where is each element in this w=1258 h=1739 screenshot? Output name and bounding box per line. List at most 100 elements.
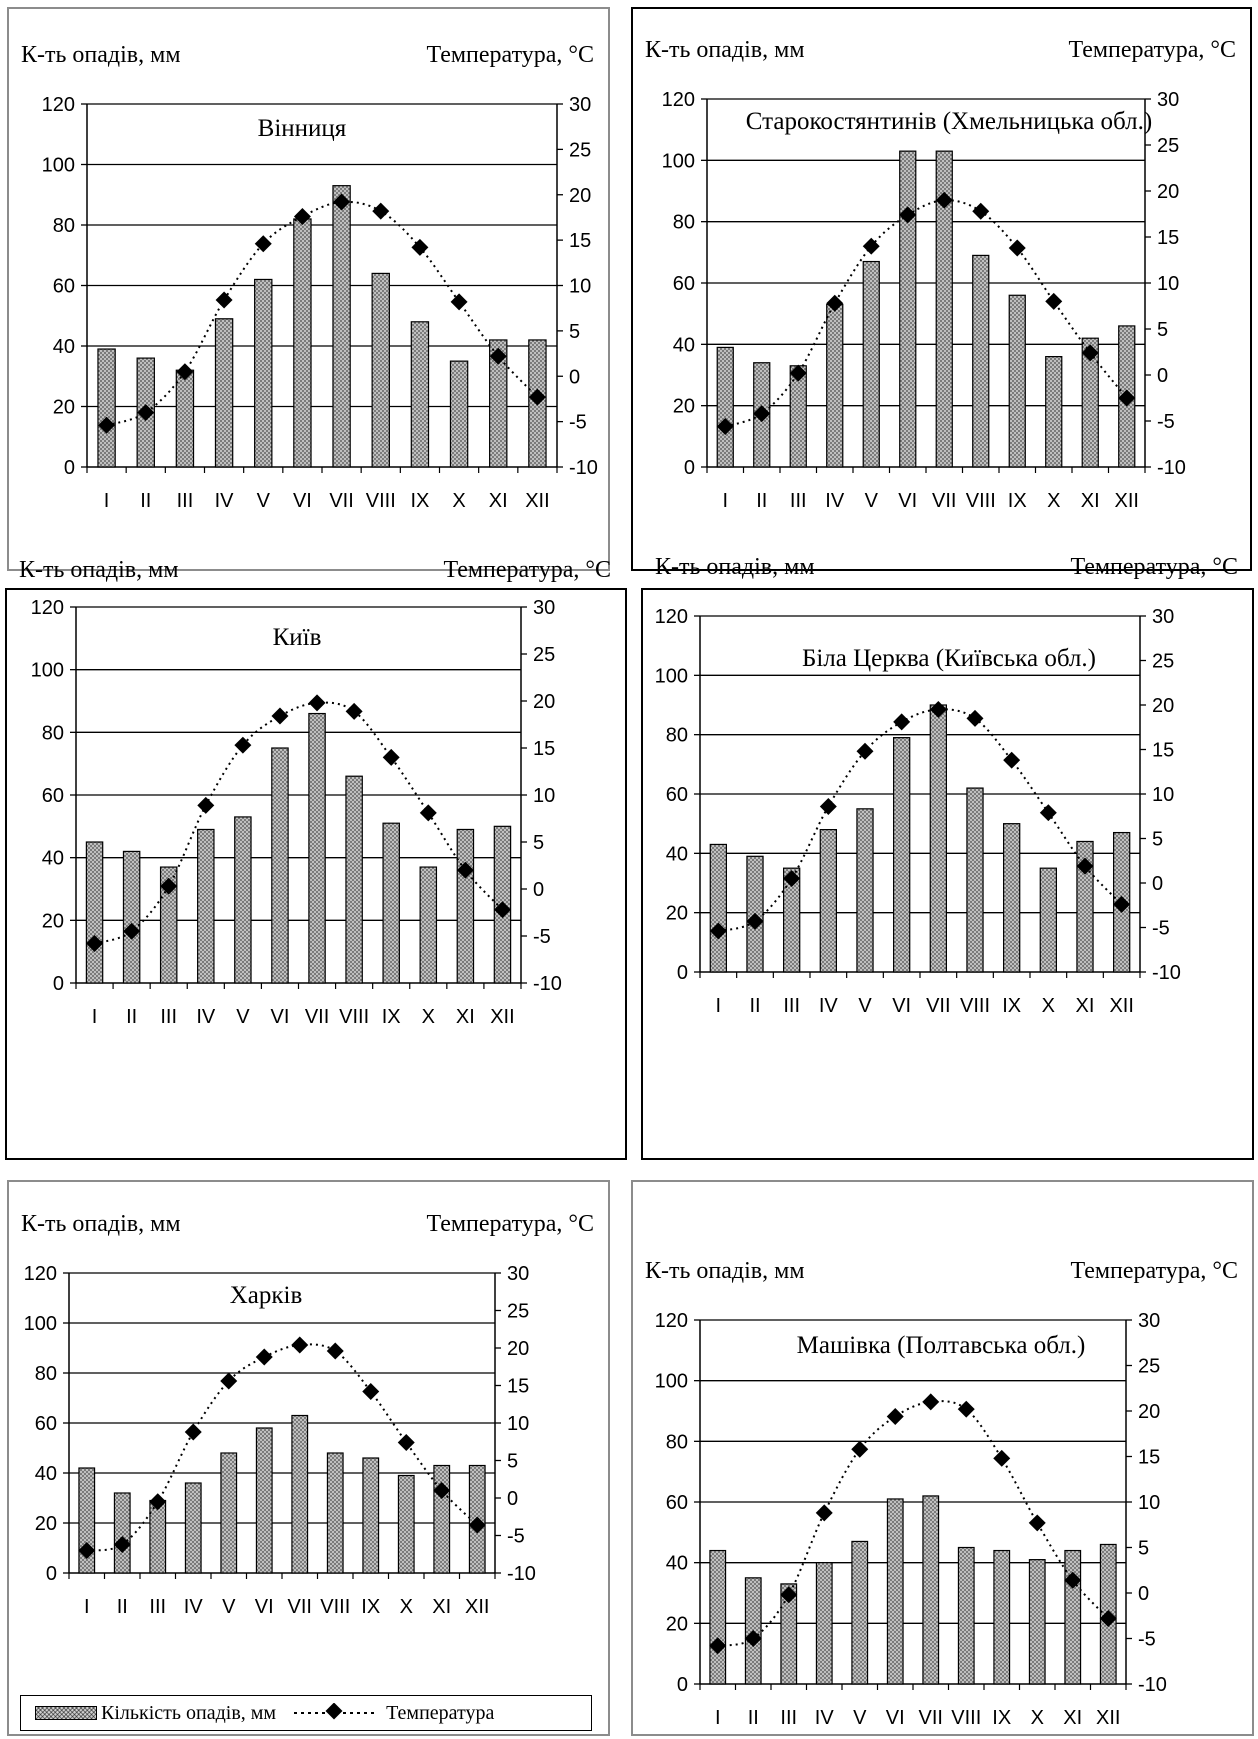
temperature-point <box>993 1449 1011 1467</box>
precip-bar <box>709 1549 727 1685</box>
temperature-point <box>1045 292 1063 310</box>
x-tick-label: IV <box>215 490 235 512</box>
temperature-point <box>98 416 116 434</box>
x-tick-label: VII <box>919 1707 943 1729</box>
x-tick-label: V <box>865 490 879 512</box>
left-tick-label: 120 <box>24 1263 57 1285</box>
x-tick-label: V <box>257 490 271 512</box>
temperature-point <box>372 202 390 220</box>
right-tick-label: 30 <box>1152 606 1174 628</box>
x-tick-label: XII <box>1109 995 1133 1017</box>
right-tick-label: 20 <box>1138 1401 1160 1423</box>
left-tick-label: 0 <box>53 973 64 995</box>
chart-panel-mashivka: К-ть опадів, мм Температура, °C 0 20 40 60 80 1… <box>631 1180 1254 1736</box>
x-tick-label: IX <box>361 1596 380 1618</box>
chart-title: Біла Церква (Київська обл.) <box>802 645 1096 672</box>
x-tick-label: XI <box>1081 490 1100 512</box>
right-tick-label: 0 <box>1138 1583 1149 1605</box>
left-tick-label: 60 <box>666 784 688 806</box>
left-tick-label: 0 <box>46 1563 57 1585</box>
x-tick-label: IV <box>825 490 845 512</box>
left-tick-label: 100 <box>655 665 688 687</box>
left-tick-label: 40 <box>673 334 695 356</box>
x-tick-label: XI <box>456 1006 475 1028</box>
chart-title: Машівка (Полтавська обл.) <box>797 1332 1086 1359</box>
precip-bar <box>397 1474 415 1574</box>
x-tick-label: XII <box>525 490 549 512</box>
right-tick-label: 30 <box>507 1263 529 1285</box>
right-axis-title: Температура, °C <box>426 1211 594 1237</box>
precip-bar <box>1039 867 1057 973</box>
precip-bar <box>433 1464 451 1574</box>
temperature-point <box>362 1383 380 1400</box>
temperature-point <box>972 202 990 220</box>
temperature-point <box>886 1407 904 1425</box>
right-axis-title: Температура, °C <box>1068 37 1236 63</box>
right-axis-title: Температура, °C <box>1070 1258 1238 1284</box>
precip-bar <box>113 1492 131 1574</box>
chart-panel-kharkiv: К-ть опадів, мм Температура, °C 0 20 40 60 80 1… <box>7 1180 610 1736</box>
left-tick-label: 0 <box>677 962 688 984</box>
left-tick-label: 100 <box>662 150 695 172</box>
x-tick-label: XII <box>1096 1707 1120 1729</box>
precip-bar <box>291 1414 309 1574</box>
precip-bar <box>886 1498 904 1685</box>
right-tick-label: 30 <box>569 94 591 116</box>
right-tick-label: 20 <box>1152 695 1174 717</box>
precip-bar <box>449 360 469 468</box>
x-tick-label: VIII <box>320 1596 350 1618</box>
temperature-point <box>862 237 880 255</box>
chart-panel-kyiv: К-ть опадів, мм Температура, °C 0 20 40 60 80 1… <box>5 557 627 1160</box>
legend: Кількість опадів, мм Температура <box>20 1695 592 1731</box>
temperature-point <box>746 912 764 930</box>
x-tick-label: VI <box>271 1006 290 1028</box>
precip-bar <box>214 318 234 468</box>
temperature-line <box>94 701 504 945</box>
right-tick-label: 15 <box>533 738 555 760</box>
x-tick-label: VI <box>892 995 911 1017</box>
temperature-point <box>456 861 474 879</box>
left-tick-label: 80 <box>42 722 64 744</box>
temperature-point <box>450 293 468 311</box>
right-tick-label: -10 <box>1152 962 1181 984</box>
precip-bar <box>184 1482 202 1574</box>
precip-bar <box>856 808 874 973</box>
precip-bar <box>826 303 844 468</box>
right-tick-label: 10 <box>569 276 591 298</box>
legend-bar-swatch <box>35 1706 97 1720</box>
x-tick-label: III <box>177 490 194 512</box>
x-tick-label: II <box>140 490 151 512</box>
x-tick-label: V <box>853 1707 867 1729</box>
right-tick-label: 15 <box>1157 227 1179 249</box>
x-tick-label: IX <box>1008 490 1027 512</box>
right-tick-label: 20 <box>1157 181 1179 203</box>
right-tick-label: 30 <box>533 597 555 619</box>
left-axis-title: К-ть опадів, мм <box>21 1211 181 1237</box>
precip-bar <box>371 272 390 468</box>
left-tick-label: 80 <box>673 212 695 234</box>
right-tick-label: 0 <box>1152 873 1163 895</box>
temperature-point <box>789 364 807 382</box>
right-tick-label: 20 <box>507 1338 529 1360</box>
precip-bar <box>345 775 363 984</box>
left-tick-label: 20 <box>666 903 688 925</box>
precip-bar <box>929 704 947 973</box>
temperature-point <box>1003 751 1021 769</box>
temperature-line <box>86 1343 478 1552</box>
right-tick-label: 25 <box>1157 135 1179 157</box>
right-tick-label: 25 <box>1152 651 1174 673</box>
x-tick-label: V <box>236 1006 250 1028</box>
temperature-point <box>819 797 837 815</box>
precip-bar <box>966 787 984 973</box>
right-tick-label: -10 <box>1138 1674 1167 1696</box>
chart-title: Київ <box>273 624 322 651</box>
chart-svg: К-ть опадів, мм Температура, °C 0 20 40 60 80 1… <box>19 557 611 1028</box>
right-tick-label: 0 <box>507 1488 518 1510</box>
precip-bar <box>419 866 438 984</box>
precip-bar <box>899 150 917 468</box>
left-tick-label: 20 <box>35 1513 57 1535</box>
temperature-point <box>411 238 429 256</box>
right-tick-label: 5 <box>1152 829 1163 851</box>
right-tick-label: 15 <box>1138 1447 1160 1469</box>
left-axis-title: К-ть опадів, мм <box>645 1258 805 1284</box>
